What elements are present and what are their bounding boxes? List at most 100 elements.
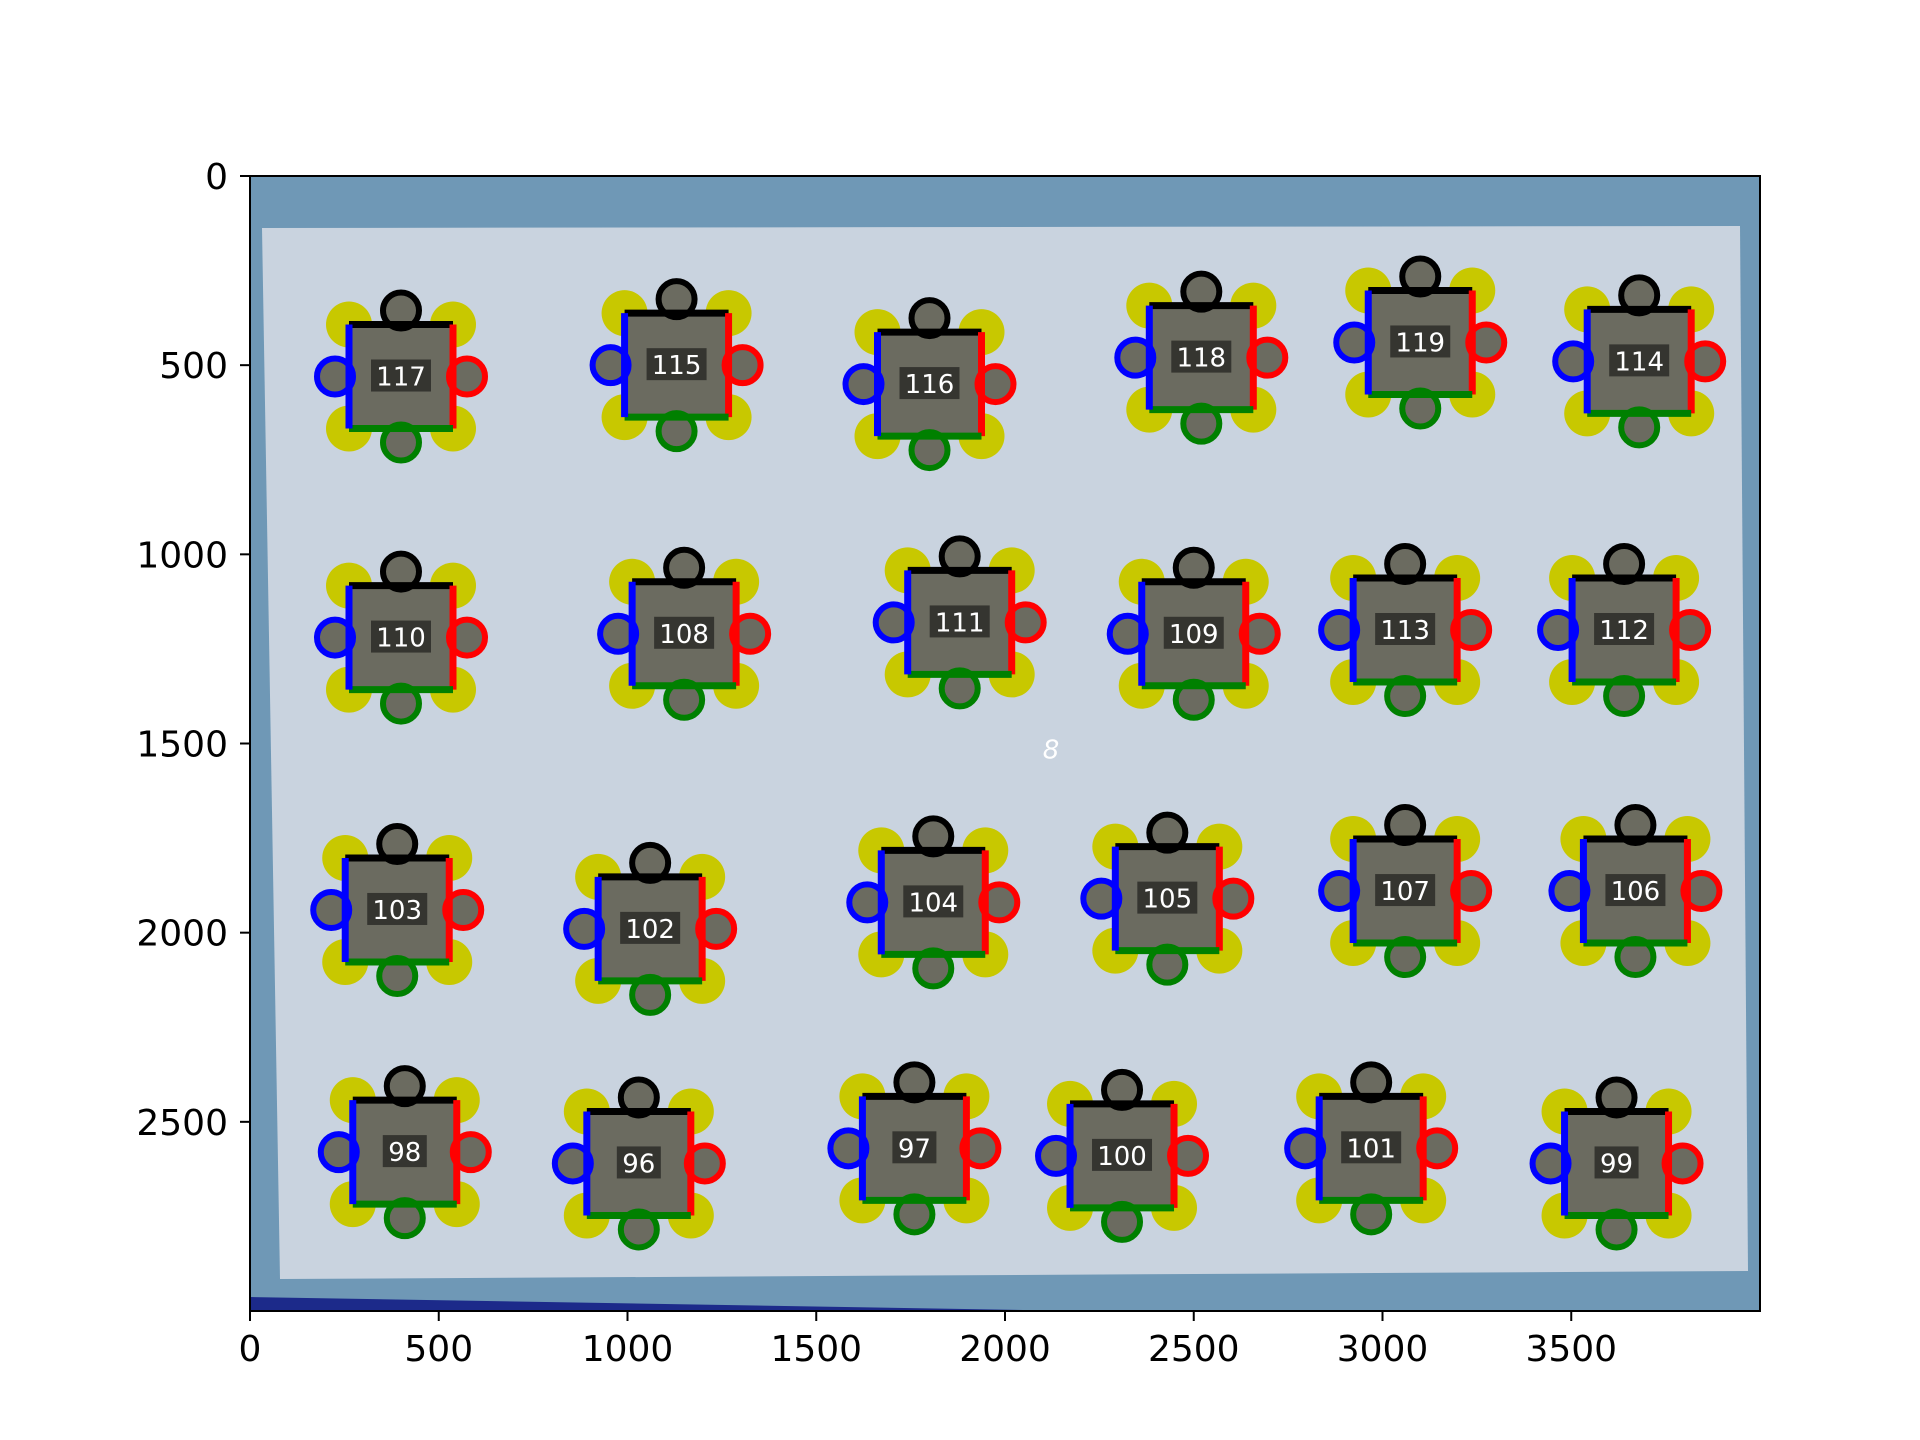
piece-label: 108 (659, 620, 709, 650)
x-axis: 0 500 1000 1500 2000 2500 3000 3500 (239, 1311, 1617, 1370)
y-axis: 0 500 1000 1500 2000 2500 (136, 157, 250, 1144)
piece-label-bg (371, 620, 431, 653)
piece-knob-top (1384, 804, 1427, 847)
piece-label-bg (1171, 340, 1232, 373)
piece-knob-bottom (1399, 387, 1442, 430)
piece-knob-bottom (1603, 675, 1646, 717)
y-tick-label: 2500 (136, 1103, 228, 1144)
puzzle-piece: 106 (1548, 804, 1723, 979)
piece-label-bg (899, 367, 960, 400)
puzzle-piece: 112 (1537, 543, 1712, 717)
piece-label-bg (1341, 1131, 1402, 1164)
piece-knob-left (827, 1127, 870, 1170)
piece-knob-right (974, 363, 1017, 406)
piece-knob-right (1684, 340, 1727, 383)
piece-knob-bottom (1146, 943, 1189, 986)
x-tick-label: 1000 (582, 1329, 674, 1370)
piece-knob-left (842, 363, 885, 406)
piece-knob-left (1080, 877, 1123, 920)
puzzle-piece: 103 (310, 822, 485, 997)
piece-knob-right (1004, 601, 1047, 644)
piece-knob-top (1399, 255, 1442, 298)
x-tick-label: 2000 (959, 1329, 1051, 1370)
piece-knob-right (729, 612, 772, 655)
piece-knob-bottom (1172, 678, 1215, 721)
piece-knob-top (1618, 274, 1661, 317)
piece-label: 111 (935, 608, 985, 638)
piece-knob-top (1172, 546, 1215, 589)
piece-knob-left (846, 881, 889, 924)
piece-label: 117 (376, 363, 426, 393)
piece-knob-left (563, 907, 606, 950)
puzzle-piece: 118 (1114, 270, 1289, 445)
piece-knob-bottom (893, 1193, 936, 1236)
piece-label-bg (1163, 616, 1224, 649)
piece-knob-right (1680, 870, 1723, 913)
puzzle-piece: 105 (1080, 811, 1255, 986)
piece-label-bg (1375, 874, 1436, 907)
piece-knob-left (1318, 870, 1361, 913)
piece-knob-right (442, 888, 485, 931)
piece-knob-left (1548, 870, 1591, 913)
piece-label: 109 (1169, 620, 1219, 650)
piece-knob-left (310, 888, 353, 931)
piece-knob-top (617, 1076, 660, 1119)
piece-knob-top (1180, 270, 1223, 313)
puzzle-piece: 97 (827, 1061, 1002, 1236)
piece-knob-right (1238, 612, 1281, 655)
piece-knob-bottom (1595, 1208, 1638, 1251)
piece-knob-bottom (629, 973, 672, 1016)
photo-bottom-strip (250, 1297, 1081, 1311)
piece-label: 96 (622, 1149, 655, 1179)
piece-knob-top (380, 550, 422, 593)
piece-knob-left (872, 601, 915, 644)
piece-label: 119 (1395, 328, 1445, 358)
puzzle-piece: 110 (314, 550, 488, 725)
piece-label: 103 (372, 896, 422, 926)
piece-knob-right (1450, 870, 1493, 913)
piece-label-bg (371, 359, 431, 392)
piece-knob-bottom (1384, 936, 1427, 979)
piece-knob-bottom (383, 1197, 426, 1240)
piece-label: 104 (908, 888, 958, 918)
piece-label: 105 (1143, 885, 1193, 915)
piece-label-bg (892, 1131, 937, 1164)
piece-label: 116 (905, 370, 955, 400)
piece-label: 97 (898, 1134, 931, 1164)
piece-label-bg (654, 616, 715, 649)
piece-knob-top (1614, 804, 1657, 847)
puzzle-piece: 100 (1035, 1068, 1210, 1243)
x-tick-label: 3500 (1525, 1329, 1617, 1370)
piece-label: 98 (388, 1138, 421, 1168)
piece-knob-top (1350, 1061, 1393, 1104)
piece-knob-top (376, 822, 419, 865)
puzzle-piece: 113 (1318, 543, 1493, 717)
piece-knob-left (1333, 321, 1376, 364)
piece-knob-bottom (938, 667, 981, 710)
piece-knob-left (597, 612, 640, 655)
piece-knob-left (314, 616, 356, 659)
puzzle-piece: 116 (842, 297, 1017, 472)
piece-label-bg (620, 911, 681, 944)
piece-knob-top (893, 1061, 936, 1104)
piece-knob-left (1284, 1127, 1327, 1170)
piece-label: 113 (1380, 616, 1430, 646)
x-tick-label: 500 (404, 1329, 473, 1370)
piece-knob-bottom (908, 429, 951, 472)
x-tick-label: 1500 (770, 1329, 862, 1370)
piece-knob-right (446, 355, 488, 398)
handwritten-annotation: 8 (1043, 736, 1060, 766)
piece-knob-top (1603, 543, 1646, 585)
piece-knob-right (449, 1131, 492, 1174)
puzzle-piece: 98 (317, 1065, 492, 1240)
piece-label: 115 (652, 351, 702, 381)
piece-label: 102 (625, 915, 675, 945)
puzzle-piece: 111 (872, 535, 1047, 710)
piece-knob-left (551, 1142, 594, 1185)
y-tick-label: 1000 (136, 535, 228, 576)
y-tick-label: 1500 (136, 725, 228, 766)
x-tick-label: 0 (239, 1329, 262, 1370)
piece-knob-right (1669, 609, 1712, 651)
puzzle-piece: 108 (597, 546, 772, 721)
